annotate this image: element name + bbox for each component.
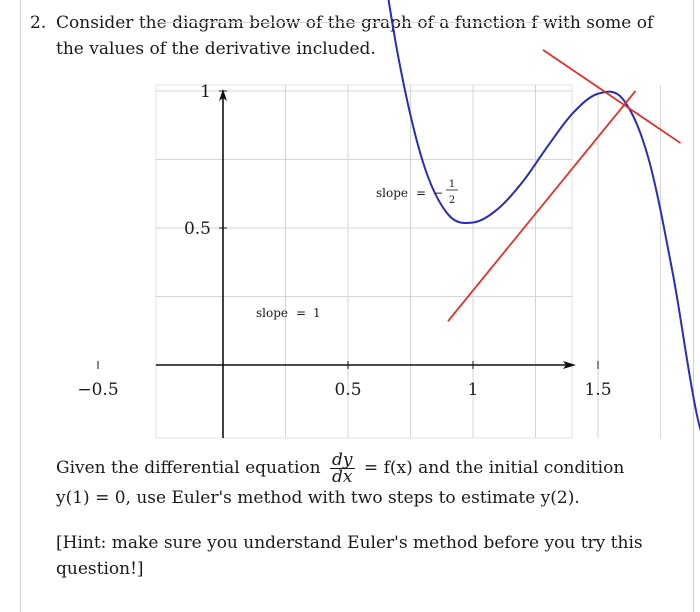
slope-numerator-2: 1 [449,179,455,190]
x-tick-label: 0.5 [334,380,361,400]
chart-tick-labels: −0.50.511.522.521.510.5 [77,82,611,400]
slope-label-1: slope [256,306,288,320]
y-tick-label: 1 [200,82,211,102]
slope-sign-2: − [433,186,443,200]
page-frame [20,0,694,612]
chart-axes [97,89,599,438]
given-line-1-pre: Given the differential equation [56,458,321,478]
tangent-line [447,90,637,322]
hint-text: [Hint: make sure you understand Euler's … [56,530,656,582]
question-line-2: the values of the derivative included. [56,39,376,59]
x-tick-label: 1 [468,380,479,400]
fraction-denominator: dx [332,467,353,487]
x-tick-label: 1.5 [584,380,611,400]
x-axis-arrow [563,361,576,369]
y-axis-arrow [219,89,227,101]
y-tick-label: 0.5 [184,219,211,239]
chart-tangents [447,49,682,322]
hint-line-2: question!] [56,559,144,579]
chart-series [387,0,700,432]
chart-grid [155,22,661,439]
given-text: Given the differential equation dy dx = … [56,452,656,511]
fraction-numerator: dy [330,450,355,470]
x-tick-label: −0.5 [77,380,118,400]
given-line-2: y(1) = 0, use Euler's method with two st… [56,488,580,508]
slope-equals-1: = [296,306,306,320]
function-curve [387,0,700,432]
hint-line-1: [Hint: make sure you understand Euler's … [56,533,643,553]
slope-denominator-2: 2 [449,195,455,206]
tangent-line [542,49,682,144]
slope-label-2: slope [376,186,408,200]
slope-equals-2: = [416,186,426,200]
question-number: 2. [30,13,47,33]
given-line-1-post: = f(x) and the initial condition [358,458,625,478]
dy-dx-fraction: dy dx [330,450,355,487]
grid-border [155,84,573,439]
slope-value-1: 1 [313,306,321,320]
